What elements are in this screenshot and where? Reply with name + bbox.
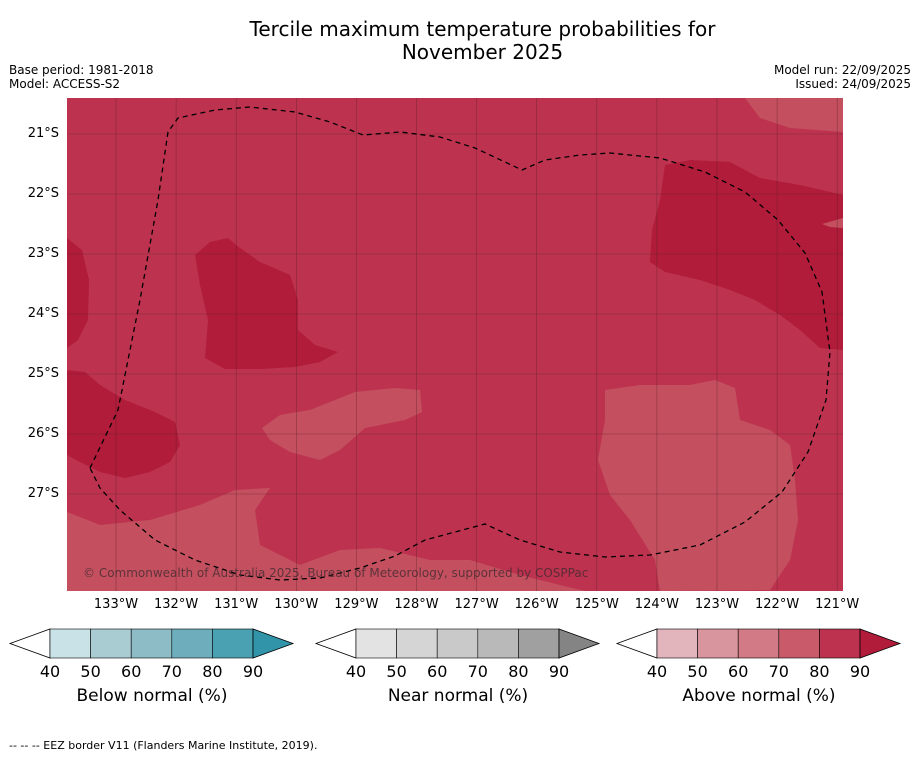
latitude-label: 22°S xyxy=(27,186,59,201)
colorbar-segment xyxy=(90,628,132,659)
colorbar-segment xyxy=(212,628,254,659)
colorbar-max-extension xyxy=(558,628,601,659)
map-plot-area xyxy=(67,98,843,591)
graticule-lines xyxy=(67,98,843,591)
colorbar-tick-label: 60 xyxy=(427,662,447,681)
colorbar-tick-label: 70 xyxy=(769,662,789,681)
colorbar-segment xyxy=(697,628,739,659)
copyright-note: © Commonwealth of Australia 2025, Bureau… xyxy=(83,566,589,580)
region-above-90-southwest xyxy=(67,370,180,478)
colorbar-max-extension xyxy=(252,628,295,659)
colorbar-group: 40 50 60 70 80 90 40 50 60 70 80 90 40 50 60 70 80 90 xyxy=(8,628,902,681)
issued-label: Issued: 24/09/2025 xyxy=(795,77,911,91)
colorbar-segment xyxy=(518,628,560,659)
colorbar-max-extension xyxy=(859,628,902,659)
colorbar-tick-label: 90 xyxy=(549,662,569,681)
region-above-70-80-south xyxy=(67,488,585,591)
colorbar-tick-label: 60 xyxy=(121,662,141,681)
colorbar-above: 40 50 60 70 80 90 xyxy=(615,628,902,681)
longitude-label: 122°W xyxy=(755,597,800,612)
colorbar-tick-label: 80 xyxy=(508,662,528,681)
colorbar-tick-label: 90 xyxy=(850,662,870,681)
longitude-label: 125°W xyxy=(574,597,619,612)
map-title: Tercile maximum temperature probabilitie… xyxy=(0,18,919,64)
latitude-label: 24°S xyxy=(27,306,59,321)
colorbar-segment xyxy=(396,628,438,659)
region-above-70-80-northeast xyxy=(745,98,843,132)
region-above-90-east xyxy=(650,160,843,350)
colorbar-tick-label: 40 xyxy=(346,662,366,681)
model-run-label: Model run: 22/09/2025 xyxy=(773,63,911,77)
longitude-label: 133°W xyxy=(93,597,139,612)
longitude-label: 132°W xyxy=(154,597,199,612)
colorbar-tick-label: 70 xyxy=(468,662,488,681)
colorbar-tick-label: 80 xyxy=(809,662,829,681)
map-title-line2: November 2025 xyxy=(401,40,564,64)
colorbar-tick-label: 90 xyxy=(243,662,263,681)
run-info: Model run: 22/09/2025 Issued: 24/09/2025 xyxy=(774,63,911,91)
longitude-label: 131°W xyxy=(214,597,259,612)
colorbar-segment xyxy=(477,628,519,659)
region-above-70-80-east-inlet xyxy=(822,218,843,228)
colorbar-segment xyxy=(778,628,820,659)
map-title-line1: Tercile maximum temperature probabilitie… xyxy=(249,17,716,41)
colorbar-title-below: Below normal (%) xyxy=(76,686,228,706)
colorbar-segment xyxy=(656,628,698,659)
base-period-label: Base period: 1981-2018 xyxy=(9,63,154,77)
colorbar-min-extension xyxy=(615,628,658,659)
longitude-label: 124°W xyxy=(634,597,679,612)
colorbar-segment xyxy=(130,628,173,659)
region-above-70-80-central xyxy=(262,388,422,460)
colorbar-tick-label: 60 xyxy=(728,662,748,681)
colorbar-segment xyxy=(819,628,861,659)
eez-footnote: -- -- -- EEZ border V11 (Flanders Marine… xyxy=(9,739,318,752)
colorbar-tick-label: 50 xyxy=(386,662,406,681)
latitude-label: 27°S xyxy=(27,486,59,501)
longitude-label: 129°W xyxy=(334,597,379,612)
colorbar-below: 40 50 60 70 80 90 xyxy=(8,628,295,681)
region-above-70-80-southeast xyxy=(598,380,798,591)
colorbar-segment xyxy=(49,628,91,659)
region-above-90-west xyxy=(195,238,338,369)
longitude-label: 126°W xyxy=(514,597,559,612)
colorbar-min-extension xyxy=(314,628,357,659)
longitude-label: 123°W xyxy=(694,597,740,612)
longitude-label: 130°W xyxy=(274,597,319,612)
colorbar-segment xyxy=(737,628,780,659)
model-info: Base period: 1981-2018 Model: ACCESS-S2 xyxy=(9,63,154,91)
longitude-label: 127°W xyxy=(454,597,499,612)
colorbar-near: 40 50 60 70 80 90 xyxy=(314,628,601,681)
colorbar-tick-label: 40 xyxy=(647,662,667,681)
colorbar-tick-label: 40 xyxy=(40,662,60,681)
colorbar-segment xyxy=(355,628,397,659)
colorbar-tick-label: 80 xyxy=(202,662,222,681)
latitude-label: 23°S xyxy=(27,246,59,261)
region-above-90-northwest xyxy=(67,238,89,348)
model-label: Model: ACCESS-S2 xyxy=(9,77,121,91)
colorbar-min-extension xyxy=(8,628,51,659)
latitude-label: 21°S xyxy=(27,126,59,141)
colorbar-tick-label: 50 xyxy=(687,662,707,681)
latitude-label: 25°S xyxy=(27,366,59,381)
longitude-label: 128°W xyxy=(394,597,439,612)
colorbar-tick-label: 70 xyxy=(162,662,182,681)
longitude-label: 121°W xyxy=(815,597,860,612)
colorbar-segment xyxy=(171,628,213,659)
latitude-label: 26°S xyxy=(27,426,59,441)
colorbar-title-near: Near normal (%) xyxy=(387,686,529,706)
colorbar-title-above: Above normal (%) xyxy=(682,686,836,706)
colorbar-segment xyxy=(436,628,479,659)
colorbar-tick-label: 50 xyxy=(80,662,100,681)
